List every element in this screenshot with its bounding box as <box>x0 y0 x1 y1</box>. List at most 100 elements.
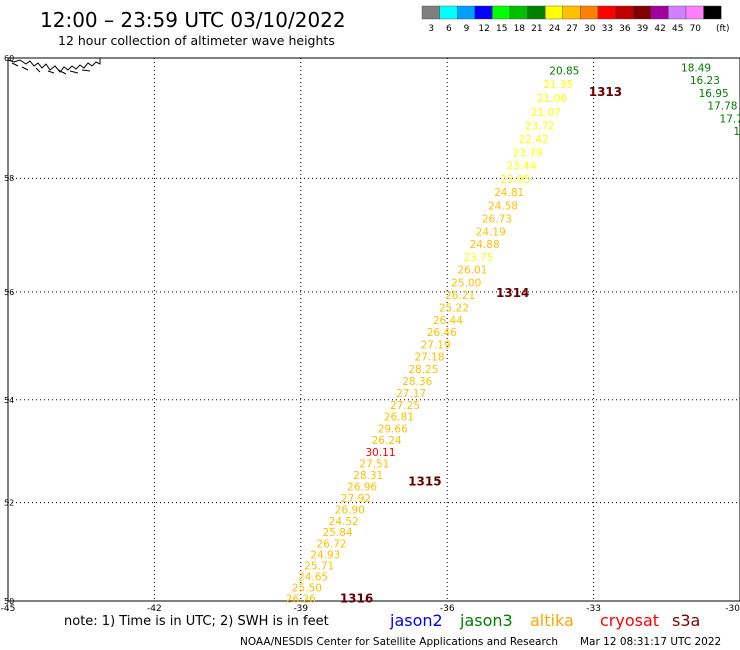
wave-height-value: 21.07 <box>531 107 561 119</box>
legend-swatch <box>597 5 616 20</box>
footer-timestamp: Mar 12 08:31:17 UTC 2022 <box>580 636 721 648</box>
satellite-label: jason2 <box>389 611 443 630</box>
wave-height-value: 28.31 <box>353 470 383 482</box>
legend-swatch <box>474 5 493 20</box>
wave-height-value: 27.18 <box>414 352 444 364</box>
legend-swatch <box>650 5 669 20</box>
wave-height-value: 20.85 <box>549 65 579 77</box>
pass-number: 1315 <box>408 474 441 488</box>
longitude-label: -33 <box>586 604 601 614</box>
legend-swatch <box>703 5 722 20</box>
wave-height-value: 21.06 <box>537 93 567 105</box>
legend-tick-label: 42 <box>654 24 665 34</box>
legend-swatch <box>615 5 634 20</box>
legend-tick-label: 33 <box>602 24 613 34</box>
wave-height-value: 30.11 <box>365 447 395 459</box>
wave-height-value: 26.90 <box>335 504 365 516</box>
satellite-label: s3a <box>672 611 700 630</box>
longitude-tick-labels: -45 -42 -39 -36 -33 -30 <box>1 604 740 614</box>
wave-height-value: 26.96 <box>347 482 377 494</box>
satellite-label: altika <box>530 611 574 630</box>
wave-height-value: 16.95 <box>699 88 729 100</box>
longitude-label: -45 <box>1 604 16 614</box>
wave-height-value: 17.7 <box>720 113 740 125</box>
wave-height-value: 24.88 <box>470 239 500 251</box>
legend-swatch <box>492 5 511 20</box>
longitude-label: -39 <box>293 604 308 614</box>
wave-height-value: 23.95 <box>500 174 530 186</box>
wave-height-value: 18 <box>733 126 740 138</box>
pass-number: 1316 <box>340 592 373 606</box>
satellite-label: jason3 <box>459 611 513 630</box>
wave-height-value: 17.78 <box>707 101 737 113</box>
legend-swatch <box>457 5 476 20</box>
page-subtitle: 12 hour collection of altimeter wave hei… <box>58 33 335 48</box>
latitude-label: 58 <box>4 174 14 183</box>
legend-tick-label: 24 <box>549 24 561 34</box>
wave-height-value: 26.21 <box>445 290 475 302</box>
wave-height-value: 26.26 <box>286 594 316 606</box>
legend-swatch <box>421 5 440 20</box>
legend-tick-label: 21 <box>531 24 542 34</box>
page-title: 12:00 – 23:59 UTC 03/10/2022 <box>40 8 346 32</box>
wave-height-value: 26.72 <box>316 538 346 550</box>
legend-tick-label: 36 <box>619 24 631 34</box>
wave-height-value: 23.79 <box>513 147 543 159</box>
longitude-label: -36 <box>440 604 455 614</box>
legend-tick-label: 30 <box>584 24 596 34</box>
wave-height-value: 18.49 <box>681 62 711 74</box>
wave-height-value: 27.19 <box>421 339 451 351</box>
map-plot-area: -45 -42 -39 -36 -33 -30 60 58 56 54 52 50 20.85 21.… <box>1 54 740 614</box>
lat-lon-grid <box>8 57 740 602</box>
latitude-label: 52 <box>4 499 14 508</box>
satellite-label: cryosat <box>600 611 659 630</box>
wave-height-value: 21.35 <box>543 79 573 91</box>
legend-swatch <box>509 5 528 20</box>
latitude-label: 56 <box>4 288 14 297</box>
wave-height-value: 23.72 <box>525 120 555 132</box>
legend-swatch <box>668 5 687 20</box>
legend-tick-label: 70 <box>690 24 702 34</box>
wave-height-value: 26.24 <box>372 435 402 447</box>
pass-number: 1313 <box>589 85 622 99</box>
wave-height-value: 16.23 <box>690 75 720 87</box>
coastline <box>7 57 101 75</box>
wave-height-value: 24.58 <box>488 200 518 212</box>
pass-number: 1314 <box>496 286 529 300</box>
wave-height-value: 25.00 <box>451 277 481 289</box>
longitude-label: -30 <box>725 604 740 614</box>
wave-height-value: 24.19 <box>476 226 506 238</box>
legend-swatch <box>527 5 546 20</box>
footer-credit: NOAA/NESDIS Center for Satellite Applica… <box>240 636 558 648</box>
longitude-label: -42 <box>147 604 162 614</box>
wave-height-value: 25.84 <box>323 527 353 539</box>
wave-height-value: 23.75 <box>463 252 493 264</box>
wave-height-value: 27.92 <box>341 493 371 505</box>
wave-height-value: 24.52 <box>329 516 359 528</box>
latitude-label: 50 <box>4 597 14 606</box>
legend-tick-label: 45 <box>672 24 683 34</box>
footer-note: note: 1) Time is in UTC; 2) SWH is in fe… <box>64 614 329 629</box>
wave-height-legend: 3 6 9 12 15 18 21 24 27 30 33 36 39 42 45 70 <box>421 5 722 34</box>
wave-height-value: 27.25 <box>390 400 420 412</box>
wave-height-value: 28.36 <box>402 376 432 388</box>
legend-swatch <box>580 5 599 20</box>
wave-height-value: 29.66 <box>378 423 408 435</box>
legend-swatch <box>633 5 652 20</box>
map-frame <box>7 57 740 602</box>
satellite-legend: jason2 jason3 altika cryosat s3a <box>389 611 700 630</box>
wave-height-value: 27.51 <box>359 459 389 471</box>
legend-unit: (ft) <box>716 24 730 34</box>
wave-height-value: 26.73 <box>482 213 512 225</box>
wave-height-value: 24.65 <box>298 572 328 584</box>
legend-tick-label: 15 <box>496 24 507 34</box>
wave-height-value: 28.25 <box>408 364 438 376</box>
wave-height-value: 27.17 <box>396 388 426 400</box>
wave-height-value: 24.81 <box>494 187 524 199</box>
wave-height-value: 26.81 <box>384 412 414 424</box>
latitude-label: 54 <box>4 396 14 405</box>
wave-height-value: 22.42 <box>519 134 549 146</box>
pass-labels: 1313 1314 1315 1316 <box>340 85 622 606</box>
